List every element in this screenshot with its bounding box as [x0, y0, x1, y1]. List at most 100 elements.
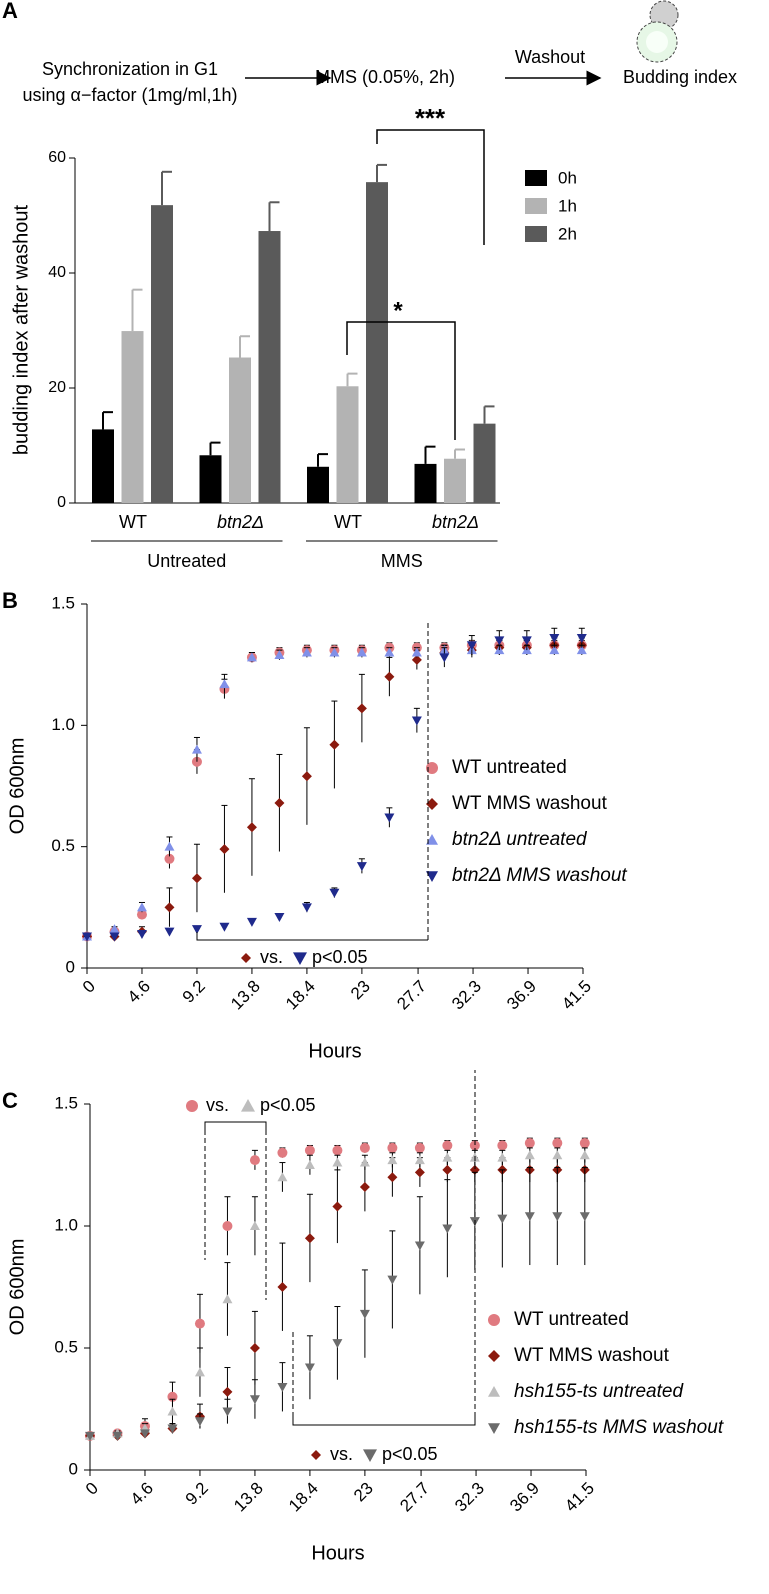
y-tick-label: 0	[66, 957, 75, 976]
bar	[414, 463, 437, 503]
y-tick-label: 60	[48, 149, 66, 166]
annotation: p<0.05	[382, 1444, 438, 1464]
marker	[356, 647, 367, 657]
marker	[442, 1152, 453, 1162]
x-tick-label: WT	[119, 512, 147, 532]
marker	[164, 927, 175, 937]
marker	[249, 1221, 260, 1230]
marker	[356, 703, 367, 714]
legend-swatch	[525, 198, 547, 214]
y-tick-label: 1.0	[51, 715, 75, 734]
legend-label: WT MMS washout	[452, 793, 608, 814]
marker	[414, 1241, 425, 1251]
panel-label: C	[2, 1088, 18, 1113]
annotation: vs.	[206, 1095, 229, 1115]
marker	[359, 1142, 370, 1153]
marker	[576, 633, 587, 643]
x-tick-label: 23	[350, 1479, 377, 1506]
marker	[167, 1406, 178, 1416]
marker	[301, 771, 312, 782]
sig-label: *	[393, 297, 403, 324]
marker	[579, 1212, 590, 1222]
marker	[219, 922, 230, 932]
marker	[332, 1157, 343, 1167]
x-axis-title: Hours	[308, 1040, 361, 1062]
x-tick-label: 0	[82, 1479, 102, 1499]
annotation-marker	[363, 1449, 377, 1462]
x-tick-label: 13.8	[227, 977, 264, 1014]
bar	[473, 423, 496, 503]
marker	[219, 679, 230, 689]
marker	[304, 1145, 315, 1156]
marker	[439, 653, 450, 663]
marker	[191, 744, 202, 754]
marker	[277, 1147, 288, 1158]
marker	[167, 1424, 178, 1434]
sig-bracket	[292, 1417, 476, 1426]
legend-label: 0h	[558, 168, 577, 187]
marker	[301, 903, 312, 913]
annotation-marker	[293, 952, 307, 965]
marker	[494, 636, 505, 646]
x-tick-label: 9.2	[182, 1479, 212, 1509]
marker	[194, 1367, 205, 1377]
marker	[387, 1142, 398, 1153]
legend-label: btn2Δ untreated	[452, 829, 588, 850]
marker	[549, 645, 560, 655]
annotation: vs.	[260, 947, 283, 967]
flow-text: Washout	[515, 47, 585, 67]
marker	[549, 633, 560, 643]
y-tick-label: 1.0	[54, 1215, 78, 1234]
panel-label: A	[2, 0, 18, 23]
group-label: MMS	[381, 551, 423, 571]
cell-icon	[646, 31, 668, 53]
marker	[304, 1233, 315, 1244]
legend-label: WT MMS washout	[514, 1345, 670, 1366]
marker	[222, 1221, 233, 1231]
marker	[359, 1309, 370, 1319]
bar	[92, 429, 114, 503]
bar	[258, 231, 281, 503]
marker	[497, 1214, 508, 1224]
marker	[246, 822, 257, 833]
sig-bracket	[346, 321, 456, 440]
marker	[411, 654, 422, 665]
marker	[246, 917, 257, 927]
marker	[411, 647, 422, 657]
legend-marker	[488, 1386, 500, 1397]
annotation-marker	[186, 1100, 198, 1112]
marker	[249, 1395, 260, 1405]
bar	[199, 455, 222, 503]
marker	[332, 1201, 343, 1212]
marker	[332, 1145, 343, 1156]
legend-label: WT untreated	[514, 1309, 629, 1330]
marker	[164, 853, 175, 864]
marker	[136, 930, 147, 940]
marker	[164, 841, 175, 851]
marker	[576, 645, 587, 655]
marker	[194, 1417, 205, 1427]
marker	[82, 932, 92, 942]
marker	[387, 1275, 398, 1285]
y-tick-label: 0	[69, 1459, 78, 1478]
sig-bracket	[196, 932, 428, 941]
bar	[444, 458, 466, 503]
x-tick-label: btn2Δ	[217, 512, 264, 532]
legend-label: hsh155-ts MMS washout	[514, 1417, 724, 1438]
marker	[222, 1407, 233, 1417]
x-tick-label: WT	[334, 512, 362, 532]
marker	[329, 647, 340, 657]
bar	[366, 182, 388, 503]
marker	[109, 924, 120, 934]
marker	[191, 925, 202, 935]
marker	[136, 902, 147, 912]
x-tick-label: 4.6	[124, 977, 154, 1007]
x-tick-label: 32.3	[448, 977, 485, 1014]
marker	[274, 797, 285, 808]
marker	[332, 1339, 343, 1349]
x-tick-label: 27.7	[393, 977, 430, 1014]
marker	[274, 649, 285, 659]
bar	[336, 386, 359, 503]
marker	[384, 647, 395, 657]
marker	[277, 1172, 288, 1182]
